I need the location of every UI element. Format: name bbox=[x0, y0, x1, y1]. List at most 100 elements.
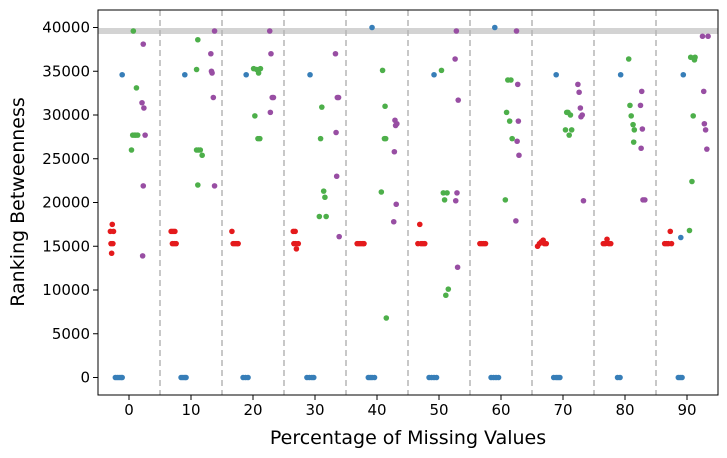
data-point bbox=[513, 218, 519, 224]
data-point bbox=[182, 71, 188, 78]
data-point bbox=[210, 94, 217, 101]
data-point bbox=[577, 105, 584, 111]
data-point bbox=[604, 236, 610, 243]
data-point bbox=[211, 28, 218, 34]
data-point bbox=[172, 228, 178, 235]
y-tick-label: 15000 bbox=[42, 237, 90, 255]
data-point bbox=[141, 105, 147, 111]
data-point bbox=[119, 71, 125, 78]
series-blue bbox=[112, 24, 687, 381]
data-point bbox=[208, 50, 214, 57]
data-point bbox=[270, 94, 277, 101]
data-point bbox=[680, 71, 687, 78]
data-point bbox=[235, 240, 241, 247]
data-point bbox=[317, 135, 324, 142]
data-point bbox=[509, 135, 515, 142]
data-point bbox=[514, 138, 520, 145]
data-point bbox=[702, 127, 709, 133]
data-point bbox=[378, 189, 385, 195]
data-point bbox=[705, 33, 711, 40]
data-point bbox=[627, 102, 633, 109]
data-point bbox=[193, 66, 200, 73]
data-point bbox=[382, 103, 388, 110]
data-point bbox=[667, 228, 674, 235]
data-point bbox=[642, 197, 648, 203]
data-point bbox=[689, 178, 695, 185]
x-axis: 0 10 20 30 40 50 60 70 80 90 bbox=[124, 395, 697, 419]
data-point bbox=[307, 71, 313, 78]
data-point bbox=[110, 228, 117, 235]
data-point bbox=[445, 286, 452, 292]
data-point bbox=[139, 99, 145, 106]
data-point bbox=[109, 221, 116, 228]
data-point bbox=[110, 240, 116, 247]
x-tick-label: 0 bbox=[124, 401, 134, 419]
data-point bbox=[267, 109, 274, 116]
data-point bbox=[119, 374, 125, 381]
data-points bbox=[107, 24, 711, 381]
data-point bbox=[454, 264, 461, 271]
y-tick-label: 20000 bbox=[42, 194, 90, 212]
data-point bbox=[668, 240, 675, 247]
data-point bbox=[257, 135, 263, 142]
data-point bbox=[567, 112, 574, 118]
data-point bbox=[335, 94, 342, 101]
data-point bbox=[431, 71, 437, 78]
data-point bbox=[252, 113, 258, 119]
data-point bbox=[679, 374, 685, 381]
data-point bbox=[503, 109, 510, 116]
x-tick-label: 70 bbox=[553, 401, 572, 419]
data-point bbox=[576, 89, 582, 96]
data-point bbox=[562, 127, 569, 133]
x-tick-label: 10 bbox=[181, 401, 200, 419]
data-point bbox=[454, 190, 460, 196]
data-point bbox=[514, 81, 521, 88]
data-point bbox=[704, 146, 710, 152]
x-tick-label: 20 bbox=[243, 401, 262, 419]
data-point bbox=[295, 240, 302, 247]
data-point bbox=[502, 197, 509, 203]
data-point bbox=[322, 194, 328, 201]
data-point bbox=[333, 129, 339, 136]
data-point bbox=[575, 81, 581, 88]
data-point bbox=[630, 139, 637, 145]
data-point bbox=[701, 120, 708, 127]
data-point bbox=[637, 102, 644, 109]
data-point bbox=[700, 88, 707, 95]
data-point bbox=[268, 50, 274, 57]
data-point bbox=[133, 85, 140, 91]
data-point bbox=[628, 113, 634, 119]
data-point bbox=[139, 253, 146, 259]
data-point bbox=[183, 374, 189, 381]
data-point bbox=[199, 152, 205, 159]
data-point bbox=[208, 68, 215, 75]
data-point bbox=[266, 28, 273, 34]
y-tick-label: 10000 bbox=[42, 281, 90, 299]
data-point bbox=[580, 197, 587, 204]
data-point bbox=[130, 28, 137, 34]
data-point bbox=[638, 88, 645, 95]
data-point bbox=[394, 120, 400, 127]
y-tick-label: 0 bbox=[80, 369, 90, 387]
data-point bbox=[319, 104, 325, 110]
data-point bbox=[568, 127, 575, 133]
data-point bbox=[443, 292, 449, 299]
y-tick-label: 40000 bbox=[42, 19, 90, 37]
data-point bbox=[421, 240, 428, 247]
data-point bbox=[495, 374, 502, 381]
data-point bbox=[441, 197, 448, 203]
data-point bbox=[543, 240, 550, 247]
data-point bbox=[393, 201, 400, 208]
data-point bbox=[390, 218, 397, 225]
series-green bbox=[128, 28, 698, 321]
data-point bbox=[245, 374, 251, 381]
data-point bbox=[438, 67, 445, 74]
data-point bbox=[690, 113, 696, 119]
data-point bbox=[455, 97, 462, 103]
data-point bbox=[553, 71, 559, 78]
data-point bbox=[333, 173, 340, 180]
data-point bbox=[336, 233, 342, 240]
data-point bbox=[638, 145, 644, 152]
data-point bbox=[128, 147, 135, 153]
